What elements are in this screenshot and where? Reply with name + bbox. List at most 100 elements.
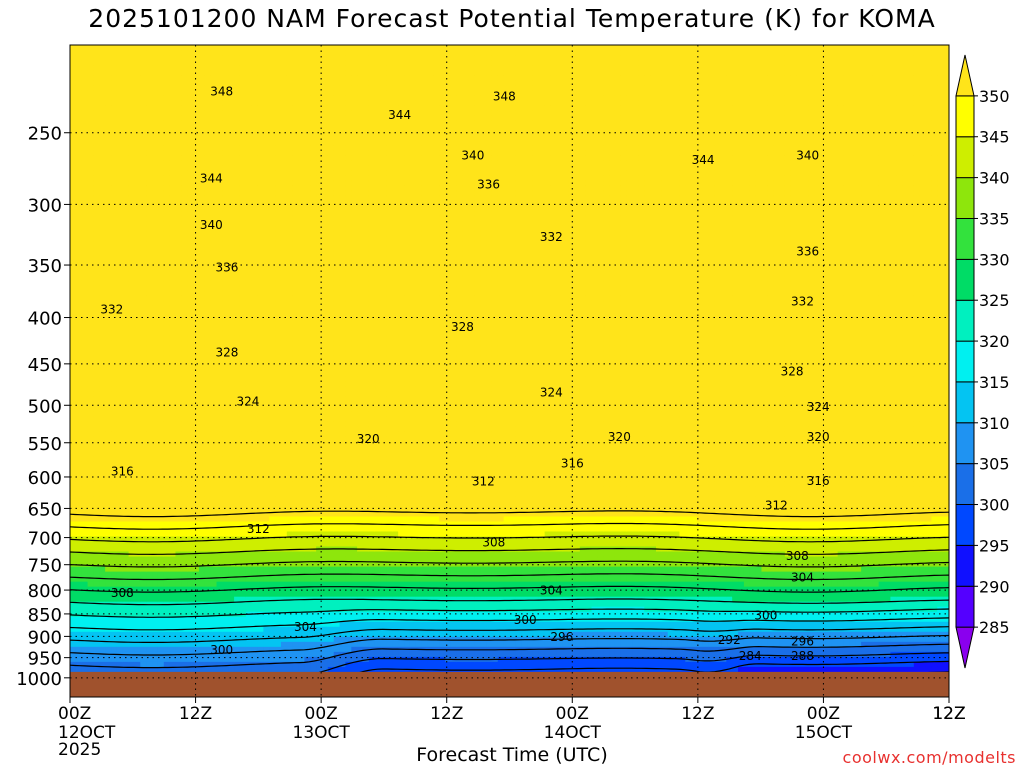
x-tick-date: 12OCT <box>58 723 116 743</box>
contour-labels: 348 348 344 344 344 340 340 340 336 336 336 332 332 3… <box>100 84 829 663</box>
y-tick-label: 350 <box>28 256 62 277</box>
colorbar-label: 325 <box>979 291 1010 310</box>
contour-label: 344 <box>692 153 715 167</box>
contour-label: 304 <box>294 620 317 634</box>
contour-label: 340 <box>200 218 223 232</box>
y-tick-label: 600 <box>28 468 62 489</box>
contour-label: 300 <box>754 608 777 622</box>
contour-label: 296 <box>550 630 573 644</box>
y-tick-label: 300 <box>28 195 62 216</box>
contour-label: 328 <box>216 345 239 359</box>
contour-label: 332 <box>540 230 563 244</box>
y-tick-label: 750 <box>28 556 62 577</box>
contour-label: 312 <box>765 498 788 512</box>
x-tick-label: 12Z <box>681 704 714 724</box>
colorbar-swatch <box>955 463 975 506</box>
colorbar-label: 310 <box>979 414 1010 433</box>
colorbar-label: 285 <box>979 618 1010 637</box>
contour-label: 304 <box>791 571 814 585</box>
contour-label: 344 <box>200 172 223 186</box>
colorbar-swatch <box>955 544 975 587</box>
x-tick-label: 12Z <box>932 704 965 724</box>
contour-label: 336 <box>477 177 500 191</box>
y-tick-label: 1000 <box>16 669 62 690</box>
x-tick-label: 12Z <box>932 704 965 724</box>
contour-label: 300 <box>210 643 233 657</box>
colorbar-label: 330 <box>979 250 1010 269</box>
contour-label: 308 <box>786 549 809 563</box>
y-tick-label: 700 <box>28 529 62 550</box>
contour-line <box>70 626 949 643</box>
y-tick-label: 250 <box>28 124 62 145</box>
contour-label: 304 <box>540 584 563 598</box>
y-tick-label: 400 <box>28 309 62 330</box>
contour-line <box>70 535 949 543</box>
contour-label: 324 <box>236 394 259 408</box>
x-tick-year: 2025 <box>58 740 101 760</box>
colorbar-label: 290 <box>979 577 1010 596</box>
contour-label: 336 <box>796 244 819 258</box>
chart-title: 2025101200 NAM Forecast Potential Temper… <box>88 4 936 33</box>
colorbar-swatch <box>955 381 975 424</box>
colorbar-label: 340 <box>979 169 1010 188</box>
credit-link[interactable]: coolwx.com/modelts <box>842 748 1016 767</box>
contour-line <box>70 617 949 631</box>
contour-label: 316 <box>561 457 584 471</box>
colorbar-swatch <box>955 177 975 219</box>
colorbar-swatch <box>955 258 975 301</box>
colorbar: 285 290 295 300 305 310 315 320 325 330 335 340 345 3… <box>955 54 1010 669</box>
contour-label: 292 <box>718 633 741 647</box>
contour-label: 320 <box>357 432 380 446</box>
colorbar-swatch <box>955 95 975 138</box>
contour-line <box>70 510 949 518</box>
contour-label: 332 <box>791 294 814 308</box>
colorbar-swatch <box>955 585 975 628</box>
contour-line <box>70 598 949 606</box>
contour-label: 320 <box>608 430 631 444</box>
colorbar-label: 315 <box>979 373 1010 392</box>
colorbar-swatch <box>955 54 975 97</box>
contour-label: 332 <box>100 303 123 317</box>
colorbar-swatch <box>955 422 975 465</box>
contour-label: 288 <box>791 649 814 663</box>
x-tick-label: 00Z <box>807 704 840 724</box>
contour-label: 284 <box>739 649 762 663</box>
contour-label: 312 <box>472 475 495 489</box>
colorbar-swatch <box>955 504 975 546</box>
contour-label: 336 <box>216 260 239 274</box>
ground <box>70 671 949 697</box>
x-tick-label: 12Z <box>430 704 463 724</box>
x-tick-label: 00Z <box>556 704 589 724</box>
contour-label: 348 <box>210 84 233 98</box>
colorbar-swatch <box>955 340 975 383</box>
y-tick-label: 850 <box>28 605 62 626</box>
y-tick-label: 550 <box>28 434 62 455</box>
colorbar-label: 320 <box>979 332 1010 351</box>
contour-line <box>70 585 949 593</box>
contour-label: 348 <box>493 90 516 104</box>
contour-label: 340 <box>796 149 819 163</box>
x-tick-label: 12Z <box>179 704 212 724</box>
contour-line <box>70 522 949 530</box>
contour-line <box>70 560 949 568</box>
contour-label: 324 <box>807 400 830 414</box>
y-tick-label: 500 <box>28 396 62 417</box>
colorbar-swatch <box>955 217 975 260</box>
colorbar-label: 335 <box>979 209 1010 228</box>
y-tick-label: 650 <box>28 499 62 520</box>
y-tick-label: 900 <box>28 627 62 648</box>
x-tick-date: 14OCT <box>544 723 602 743</box>
x-tick-label: 00Z <box>58 704 91 724</box>
contour-label: 308 <box>111 586 134 600</box>
contour-label: 316 <box>807 474 830 488</box>
contour-label: 320 <box>807 430 830 444</box>
fill-layer <box>70 45 949 697</box>
plot-frame <box>69 44 950 698</box>
colorbar-label: 350 <box>979 87 1010 106</box>
contour-label: 300 <box>514 613 537 627</box>
contour-label: 328 <box>781 365 804 379</box>
colorbar-label: 295 <box>979 536 1010 555</box>
contour-line <box>70 634 949 656</box>
